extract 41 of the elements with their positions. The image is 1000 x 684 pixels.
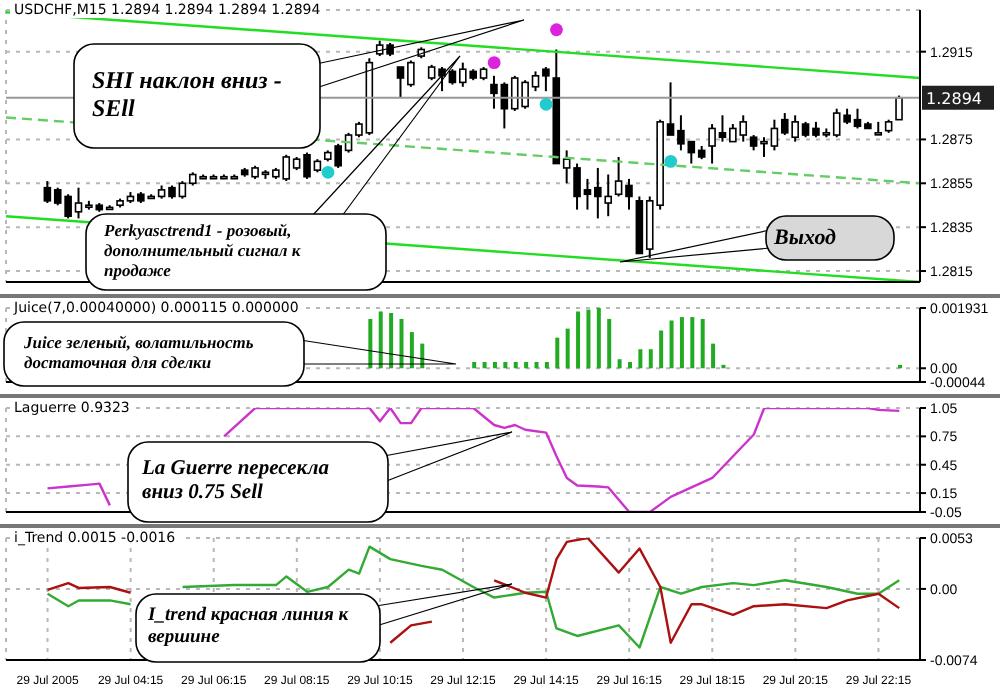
bar bbox=[669, 320, 674, 369]
bar bbox=[679, 317, 684, 369]
point bbox=[550, 23, 563, 37]
bar bbox=[524, 362, 529, 369]
annotation: SHI наклон вниз - SEll bbox=[92, 66, 284, 124]
bar bbox=[576, 311, 581, 369]
point bbox=[487, 56, 501, 70]
bar bbox=[711, 343, 716, 369]
bar bbox=[596, 308, 601, 369]
bar bbox=[544, 362, 549, 369]
bar bbox=[555, 337, 560, 369]
point bbox=[539, 97, 553, 111]
bar bbox=[534, 362, 539, 369]
ref-line-label: 1.2894 bbox=[926, 89, 982, 108]
bar bbox=[586, 309, 591, 369]
bar bbox=[607, 318, 612, 369]
bar bbox=[503, 362, 508, 369]
bar bbox=[648, 349, 653, 369]
bar bbox=[627, 362, 632, 369]
point bbox=[321, 165, 335, 179]
bar bbox=[472, 362, 477, 369]
bar bbox=[482, 362, 487, 369]
bar bbox=[659, 330, 664, 369]
bar bbox=[617, 359, 622, 369]
bar bbox=[690, 317, 695, 369]
bar bbox=[368, 318, 373, 369]
annotation: Juice зеленый, волатильность достаточная для сделки bbox=[24, 332, 256, 374]
bar bbox=[638, 349, 643, 369]
candlestick bbox=[895, 94, 903, 121]
bar bbox=[565, 328, 570, 369]
bar bbox=[492, 362, 497, 369]
point bbox=[664, 154, 678, 168]
bar bbox=[399, 318, 404, 369]
bar bbox=[513, 362, 518, 369]
bar bbox=[378, 311, 383, 369]
annotation: Perkyasctrend1 - розовый, дополнительный сигнал к продаже bbox=[104, 220, 303, 282]
annotation: I_trend красная линия к вершине bbox=[148, 606, 351, 650]
annotation: La Guerre пересекла вниз 0.75 Sell bbox=[142, 457, 331, 507]
bar bbox=[389, 313, 394, 369]
bar bbox=[700, 318, 705, 369]
annotation: Выход bbox=[774, 225, 837, 251]
